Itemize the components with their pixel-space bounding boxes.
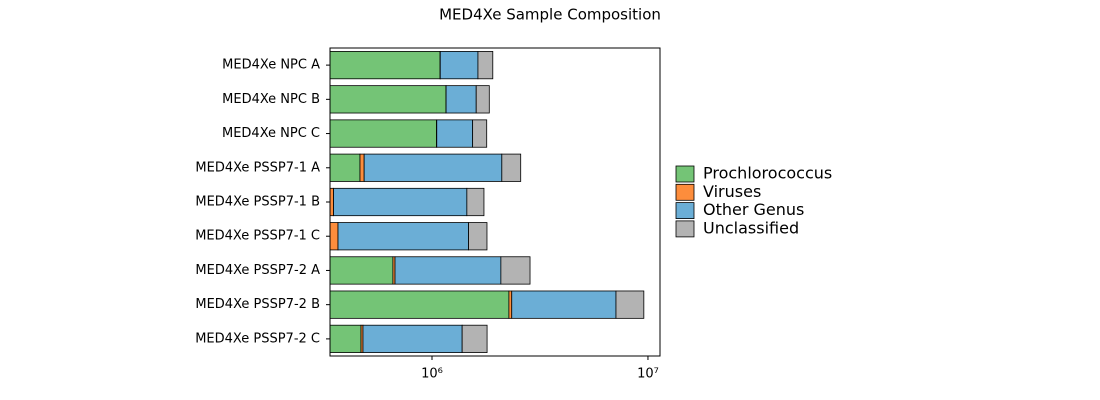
y-tick-label: MED4Xe PSSP7-1 A bbox=[195, 160, 320, 175]
bar-segment bbox=[501, 153, 522, 182]
bar-segment bbox=[329, 187, 334, 217]
legend-label: Other Genus bbox=[703, 200, 804, 219]
x-tick-label: 10⁷ bbox=[637, 367, 659, 382]
legend-label: Unclassified bbox=[703, 218, 799, 237]
y-tick-label: MED4Xe NPC C bbox=[222, 126, 320, 141]
bar-segment bbox=[329, 119, 437, 148]
bar-segment bbox=[508, 290, 513, 319]
y-tick-label: MED4Xe PSSP7-2 C bbox=[195, 331, 320, 346]
x-tick-label: 10⁶ bbox=[421, 367, 443, 382]
bar-segment bbox=[359, 153, 365, 182]
legend-label: Prochlorococcus bbox=[703, 164, 832, 183]
legend-label: Viruses bbox=[703, 182, 761, 201]
bar-segment bbox=[329, 290, 510, 319]
bar-segment bbox=[363, 153, 503, 182]
bar-segment bbox=[500, 256, 531, 285]
bar-segment bbox=[329, 153, 361, 182]
bar-segment bbox=[615, 290, 645, 319]
bar-segment bbox=[475, 85, 490, 114]
legend-swatch bbox=[675, 165, 695, 183]
legend-swatch bbox=[675, 183, 695, 201]
y-tick-label: MED4Xe PSSP7-2 B bbox=[195, 297, 320, 312]
y-tick-label: MED4Xe PSSP7-1 C bbox=[195, 229, 320, 244]
bar-segment bbox=[445, 85, 477, 114]
plot-frame bbox=[329, 47, 661, 357]
bar-segment bbox=[466, 187, 485, 217]
bar-segment bbox=[329, 222, 339, 251]
y-tick-label: MED4Xe NPC A bbox=[222, 58, 320, 73]
y-tick-label: MED4Xe NPC B bbox=[222, 92, 320, 107]
chart-title: MED4Xe Sample Composition bbox=[439, 6, 661, 24]
bar-segment bbox=[461, 324, 488, 353]
bar-segment bbox=[329, 85, 447, 114]
bar-segment bbox=[511, 290, 617, 319]
bar-segment bbox=[362, 324, 463, 353]
bar-segment bbox=[436, 119, 474, 148]
legend-swatch bbox=[675, 202, 695, 220]
y-tick-label: MED4Xe PSSP7-1 B bbox=[195, 195, 320, 210]
legend-swatch bbox=[675, 220, 695, 238]
bar-segment bbox=[329, 324, 362, 353]
bar-segment bbox=[439, 51, 479, 80]
bar-segment bbox=[329, 256, 394, 285]
bar-segment bbox=[329, 51, 441, 80]
bar-segment bbox=[337, 222, 469, 251]
bar-segment bbox=[394, 256, 502, 285]
bar-segment bbox=[477, 51, 494, 80]
bar-segment bbox=[468, 222, 488, 251]
bar-segment bbox=[472, 119, 488, 148]
y-tick-label: MED4Xe PSSP7-2 A bbox=[195, 263, 320, 278]
bar-segment bbox=[333, 187, 468, 217]
